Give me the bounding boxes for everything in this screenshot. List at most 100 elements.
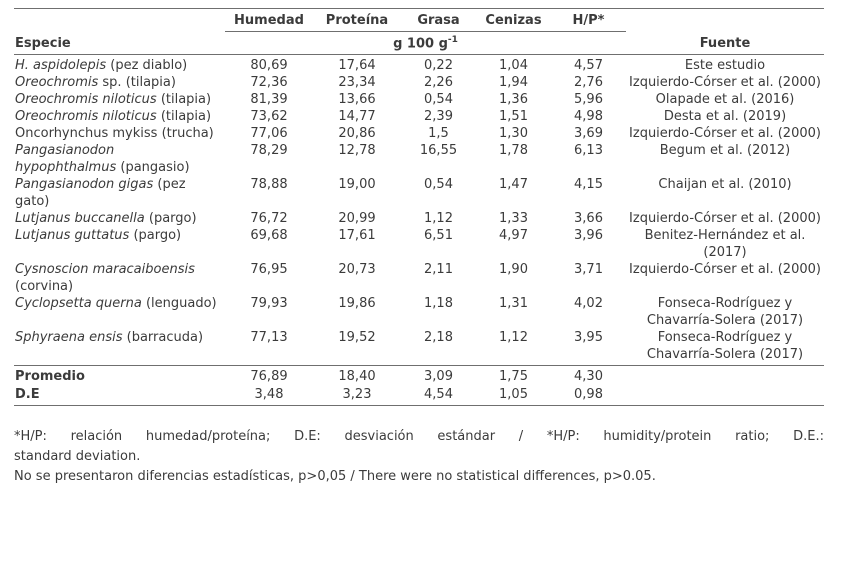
species-cell: Oreochromis sp. (tilapia) (14, 74, 225, 91)
col-header-grasa: Grasa (401, 8, 476, 32)
summary-row-promedio: Promedio 76,89 18,40 3,09 1,75 4,30 (14, 365, 824, 386)
summary-label: D.E (14, 385, 225, 407)
value-proteina: 20,73 (338, 262, 376, 278)
value-humedad: 78,29 (250, 143, 288, 159)
value-humedad: 78,88 (250, 177, 288, 193)
value-grasa: 1,12 (424, 211, 453, 227)
value-hp: 2,76 (574, 75, 603, 91)
value-hp: 4,98 (574, 109, 603, 125)
source-cell: Olapade et al. (2016) (655, 92, 795, 108)
species-cell: Cyclopsetta querna (lenguado) (14, 295, 225, 329)
value-cenizas: 1,12 (499, 330, 528, 346)
summary-value-humedad: 3,48 (225, 385, 313, 407)
value-hp: 5,96 (574, 92, 603, 108)
species-name: Oreochromis niloticus (15, 92, 157, 108)
species-name: Cyclopsetta querna (15, 296, 142, 312)
header-spacer-right (626, 8, 824, 32)
value-hp: 6,13 (574, 143, 603, 159)
value-humedad: 72,36 (250, 75, 288, 91)
source-cell: Izquierdo-Córser et al. (2000) (629, 262, 821, 278)
composition-table: Humedad Proteína Grasa Cenizas H/P* Espe… (14, 8, 824, 407)
value-hp: 3,96 (574, 228, 603, 244)
table-row: Cyclopsetta querna (lenguado) 79,93 19,8… (14, 295, 824, 329)
species-cell: Pangasianodon gigas (pez gato) (14, 176, 225, 210)
col-header-especie: Especie (14, 31, 225, 56)
col-header-humedad: Humedad (225, 8, 313, 32)
species-common: (pargo) (129, 228, 182, 244)
source-cell: Fonseca-Rodríguez y Chavarría-Solera (20… (646, 296, 804, 329)
species-name: Lutjanus guttatus (15, 228, 130, 244)
value-cenizas: 1,04 (499, 58, 528, 74)
table-row: Lutjanus guttatus (pargo) 69,68 17,61 6,… (14, 227, 824, 261)
value-cenizas: 1,51 (499, 109, 528, 125)
value-proteina: 19,00 (338, 177, 376, 193)
value-cenizas: 1,47 (499, 177, 528, 193)
table-row: Oreochromis niloticus (tilapia) 81,39 13… (14, 91, 824, 108)
value-grasa: 2,18 (424, 330, 453, 346)
unit-header-row: Especie g 100 g-1 Fuente (14, 31, 824, 56)
source-cell: Izquierdo-Córser et al. (2000) (629, 126, 821, 142)
value-grasa: 2,39 (424, 109, 453, 125)
table-row: Sphyraena ensis (barracuda) 77,13 19,52 … (14, 329, 824, 366)
value-grasa: 0,22 (424, 58, 453, 74)
value-humedad: 80,69 (250, 58, 288, 74)
value-humedad: 81,39 (250, 92, 288, 108)
value-hp: 3,95 (574, 330, 603, 346)
value-humedad: 79,93 (250, 296, 288, 312)
summary-value-grasa: 3,09 (401, 365, 476, 386)
source-cell: Begum et al. (2012) (659, 143, 791, 159)
species-name: Oreochromis (15, 75, 99, 91)
value-proteina: 20,86 (338, 126, 376, 142)
table-row: Oreochromis niloticus (tilapia) 73,62 14… (14, 108, 824, 125)
species-common: (corvina) (15, 279, 74, 295)
unit-base: g 100 g (393, 36, 448, 52)
source-cell: Este estudio (684, 58, 766, 74)
value-cenizas: 4,97 (499, 228, 528, 244)
species-common: (tilapia) (156, 92, 212, 108)
value-cenizas: 1,94 (499, 75, 528, 91)
col-header-hp: H/P* (551, 8, 626, 32)
species-cell: Lutjanus guttatus (pargo) (14, 227, 225, 261)
value-humedad: 76,72 (250, 211, 288, 227)
source-cell: Izquierdo-Córser et al. (2000) (629, 75, 821, 91)
summary-row-de: D.E 3,48 3,23 4,54 1,05 0,98 (14, 385, 824, 407)
value-hp: 3,71 (574, 262, 603, 278)
value-cenizas: 1,36 (499, 92, 528, 108)
value-proteina: 13,66 (338, 92, 376, 108)
value-proteina: 12,78 (338, 143, 376, 159)
value-proteina: 23,34 (338, 75, 376, 91)
value-grasa: 2,26 (424, 75, 453, 91)
species-common: (tilapia) (156, 109, 212, 125)
value-grasa: 6,51 (424, 228, 453, 244)
species-cell: Oreochromis niloticus (tilapia) (14, 91, 225, 108)
col-header-fuente: Fuente (626, 31, 824, 56)
value-humedad: 77,13 (250, 330, 288, 346)
metric-header-row: Humedad Proteína Grasa Cenizas H/P* (14, 8, 824, 32)
value-hp: 3,69 (574, 126, 603, 142)
value-cenizas: 1,78 (499, 143, 528, 159)
summary-value-cenizas: 1,05 (476, 385, 551, 407)
value-proteina: 17,61 (338, 228, 376, 244)
table-row: Pangasianodon gigas (pez gato) 78,88 19,… (14, 176, 824, 210)
species-common: (pez gato) (15, 177, 186, 210)
species-cell: Pangasianodon hypophthalmus (pangasio) (14, 142, 225, 176)
species-name: Lutjanus buccanella (15, 211, 145, 227)
species-name: Sphyraena ensis (15, 330, 123, 346)
table-row: Cysnoscion maracaiboensis (corvina) 76,9… (14, 261, 824, 295)
unit-exponent: -1 (447, 35, 458, 45)
value-proteina: 20,99 (338, 211, 376, 227)
table-row: Oreochromis sp. (tilapia) 72,36 23,34 2,… (14, 74, 824, 91)
col-header-cenizas: Cenizas (476, 8, 551, 32)
summary-value-hp: 0,98 (551, 385, 626, 407)
value-humedad: 77,06 (250, 126, 288, 142)
unit-header: g 100 g-1 (225, 31, 626, 56)
value-proteina: 19,86 (338, 296, 376, 312)
value-grasa: 1,5 (428, 126, 449, 142)
value-hp: 4,02 (574, 296, 603, 312)
value-humedad: 73,62 (250, 109, 288, 125)
value-humedad: 76,95 (250, 262, 288, 278)
species-common: (pangasio) (116, 160, 190, 176)
value-grasa: 1,18 (424, 296, 453, 312)
summary-value-proteina: 18,40 (313, 365, 401, 386)
page: Humedad Proteína Grasa Cenizas H/P* Espe… (14, 8, 824, 484)
